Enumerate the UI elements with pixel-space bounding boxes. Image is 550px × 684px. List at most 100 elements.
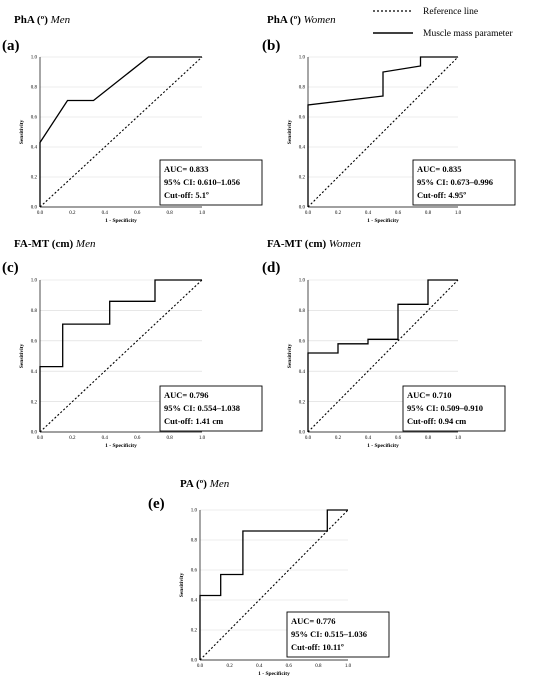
x-tick-label: 0.2 <box>226 664 233 669</box>
x-axis-label: 1 - Specificity <box>105 218 137 224</box>
stats-line: AUC= 0.776 <box>291 616 336 626</box>
y-axis-label: Sensitivity <box>287 344 293 369</box>
panel-letter: (c) <box>2 260 19 276</box>
stats-box <box>286 611 390 658</box>
x-tick-label: 0.6 <box>395 211 402 216</box>
x-axis-label: 1 - Specificity <box>105 443 137 449</box>
y-tick-label: 0.4 <box>299 146 306 151</box>
x-axis-label: 1 - Specificity <box>367 218 399 224</box>
x-tick-label: 0.6 <box>134 436 141 441</box>
y-axis-label: Sensitivity <box>19 120 25 145</box>
stats-box <box>159 385 263 432</box>
y-tick-label: 1.0 <box>31 279 38 284</box>
y-tick-label: 0.8 <box>31 309 38 314</box>
x-tick-label: 1.0 <box>455 436 462 441</box>
reference-line <box>199 509 349 661</box>
stats-line: Cut-off: 4.95º <box>417 190 466 200</box>
reference-line <box>39 279 203 433</box>
stats-box <box>402 385 506 432</box>
reference-line <box>39 56 203 208</box>
stats-line: Cut-off: 1.41 cm <box>164 416 223 426</box>
stats-box <box>412 159 516 206</box>
x-tick-label: 0.8 <box>166 211 173 216</box>
x-tick-label: 0.6 <box>286 664 293 669</box>
x-tick-label: 0.2 <box>335 436 342 441</box>
y-tick-label: 0.2 <box>31 400 38 405</box>
x-tick-label: 0.4 <box>256 664 263 669</box>
y-tick-label: 0.2 <box>299 176 306 181</box>
x-tick-label: 0.8 <box>166 436 173 441</box>
y-tick-label: 0.4 <box>31 370 38 375</box>
panel-title: FA-MT (cm) Men <box>14 238 96 250</box>
y-axis-label: Sensitivity <box>179 573 185 598</box>
legend-muscle-label: Muscle mass parameter <box>423 29 514 39</box>
y-tick-label: 0.0 <box>299 206 306 211</box>
x-tick-label: 1.0 <box>455 211 462 216</box>
x-axis-label: 1 - Specificity <box>367 443 399 449</box>
x-tick-label: 0.2 <box>69 436 76 441</box>
stats-line: AUC= 0.835 <box>417 164 462 174</box>
reference-line <box>307 279 459 433</box>
panel-letter: (b) <box>262 38 280 54</box>
x-tick-label: 0.0 <box>37 436 44 441</box>
stats-line: 95% CI: 0.554–1.038 <box>164 403 240 413</box>
panel-title-subgroup: Men <box>209 478 230 490</box>
x-tick-label: 0.0 <box>305 211 312 216</box>
panel-title: PhA (º) Men <box>14 14 71 26</box>
x-tick-label: 0.0 <box>37 211 44 216</box>
x-axis-label: 1 - Specificity <box>258 671 290 677</box>
stats-line: Cut-off: 0.94 cm <box>407 416 466 426</box>
panel-title: FA-MT (cm) Women <box>267 238 361 250</box>
x-tick-label: 0.4 <box>365 436 372 441</box>
roc-curve <box>199 509 348 660</box>
stats-line: Cut-off: 10.11º <box>291 642 344 652</box>
x-tick-label: 0.4 <box>102 436 109 441</box>
roc-panel-a: PhA (º) Men (a) 0.0 0.2 0.4 0.6 0.8 1.0 0.0 0.2 0.… <box>2 14 263 224</box>
roc-panel-d: FA-MT (cm) Women (d) 0.0 0.2 0.4 0.6 0.8 1.0 0.0… <box>262 238 506 449</box>
panel-title-subgroup: Women <box>304 14 336 26</box>
roc-panel-c: FA-MT (cm) Men (c) 0.0 0.2 0.4 0.6 0.8 1.0 0.0 0.… <box>2 238 263 449</box>
y-axis-label: Sensitivity <box>287 120 293 145</box>
stats-line: AUC= 0.796 <box>164 390 209 400</box>
roc-curve <box>307 56 458 207</box>
y-tick-label: 1.0 <box>31 56 38 61</box>
x-tick-label: 0.6 <box>134 211 141 216</box>
x-tick-label: 0.4 <box>365 211 372 216</box>
y-tick-label: 0.0 <box>31 431 38 436</box>
stats-line: AUC= 0.833 <box>164 164 209 174</box>
x-tick-label: 0.4 <box>102 211 109 216</box>
y-tick-label: 0.2 <box>299 400 306 405</box>
y-tick-label: 0.0 <box>299 431 306 436</box>
panel-title-subgroup: Women <box>329 238 361 250</box>
panels: PhA (º) Men (a) 0.0 0.2 0.4 0.6 0.8 1.0 0.0 0.2 0.… <box>2 14 516 677</box>
y-tick-label: 1.0 <box>299 279 306 284</box>
roc-panel-e: PA (º) Men (e) 0.0 0.2 0.4 0.6 0.8 1.0 0.0 0.2 0.4… <box>148 478 390 677</box>
stats-line: Cut-off: 5.1º <box>164 190 209 200</box>
panel-letter: (d) <box>262 260 280 276</box>
x-tick-label: 1.0 <box>345 664 352 669</box>
x-tick-label: 0.8 <box>425 436 432 441</box>
y-tick-label: 0.6 <box>31 116 38 121</box>
y-tick-label: 0.6 <box>299 116 306 121</box>
stats-line: 95% CI: 0.509–0.910 <box>407 403 483 413</box>
y-tick-label: 0.4 <box>31 146 38 151</box>
y-tick-label: 0.6 <box>299 340 306 345</box>
panel-title-subgroup: Men <box>50 14 71 26</box>
x-tick-label: 0.2 <box>69 211 76 216</box>
roc-panel-b: PhA (º) Women (b) 0.0 0.2 0.4 0.6 0.8 1.0 0.0 0.2… <box>262 14 516 224</box>
panel-title-subgroup: Men <box>75 238 96 250</box>
x-tick-label: 1.0 <box>199 436 206 441</box>
panel-letter: (a) <box>2 38 20 54</box>
y-tick-label: 0.2 <box>191 629 198 634</box>
y-tick-label: 0.4 <box>299 370 306 375</box>
roc-curve <box>39 279 202 432</box>
y-tick-label: 0.4 <box>191 599 198 604</box>
panel-title: PA (º) Men <box>180 478 230 490</box>
x-tick-label: 1.0 <box>199 211 206 216</box>
y-tick-label: 0.8 <box>299 309 306 314</box>
y-tick-label: 0.8 <box>299 86 306 91</box>
y-tick-label: 1.0 <box>299 56 306 61</box>
figure-legend: Reference line Muscle mass parameter <box>373 6 514 39</box>
y-axis-label: Sensitivity <box>19 344 25 369</box>
